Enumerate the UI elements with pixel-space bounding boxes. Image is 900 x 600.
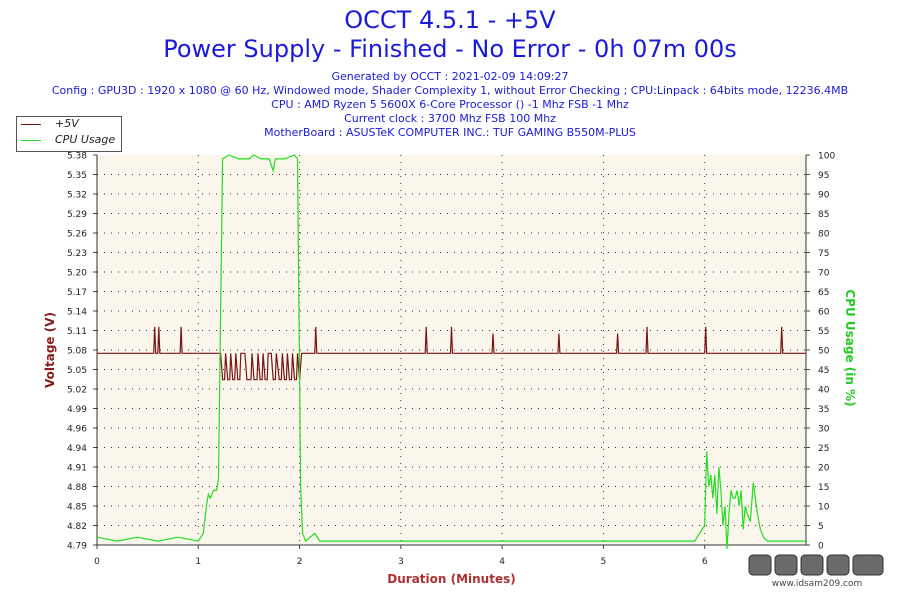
info-generated: Generated by OCCT : 2021-02-09 14:09:27 bbox=[331, 70, 569, 83]
y-tick-right-label: 10 bbox=[818, 503, 830, 513]
y-axis-right-title: CPU Usage (in %) bbox=[843, 289, 857, 406]
y-tick-left-label: 4.99 bbox=[67, 405, 87, 415]
y-tick-left-label: 5.26 bbox=[67, 230, 87, 240]
y-tick-left-label: 5.14 bbox=[67, 308, 87, 318]
y-tick-right-label: 90 bbox=[818, 191, 830, 201]
y-tick-left-label: 5.11 bbox=[67, 327, 87, 337]
y-tick-right-label: 15 bbox=[818, 483, 829, 493]
series-group bbox=[96, 154, 806, 549]
y-tick-left-label: 5.29 bbox=[67, 210, 87, 220]
y-tick-left-label: 4.79 bbox=[67, 542, 87, 552]
x-tick-label: 6 bbox=[702, 557, 708, 567]
y-tick-right-label: 45 bbox=[818, 366, 829, 376]
y-tick-right-label: 70 bbox=[818, 269, 830, 279]
legend-swatch-5v bbox=[21, 124, 41, 125]
y-tick-right-label: 65 bbox=[818, 288, 829, 298]
y-tick-left-label: 4.96 bbox=[67, 425, 87, 435]
legend: +5V CPU Usage bbox=[16, 116, 122, 152]
x-tick-label: 1 bbox=[195, 557, 201, 567]
plot-area bbox=[97, 155, 806, 545]
y-tick-left-label: 5.32 bbox=[67, 191, 87, 201]
y-axis-left-title: Voltage (V) bbox=[43, 312, 57, 388]
y-tick-right-label: 5 bbox=[818, 522, 824, 532]
series-line-5v bbox=[97, 326, 806, 381]
x-tick-label: 2 bbox=[297, 557, 303, 567]
x-tick-label: 5 bbox=[601, 557, 607, 567]
y-tick-left-label: 5.38 bbox=[67, 152, 87, 162]
y-tick-right-label: 55 bbox=[818, 327, 829, 337]
legend-swatch-cpu-usage bbox=[21, 140, 41, 141]
y-tick-right-label: 40 bbox=[818, 386, 830, 396]
y-tick-right-label: 30 bbox=[818, 425, 830, 435]
y-tick-right-label: 85 bbox=[818, 210, 829, 220]
tick-labels: 4.79 4.82 4.85 4.88 4.91 4.94 4.96 4.99 5.02 5.05… bbox=[67, 152, 835, 568]
series-line-cpu-usage bbox=[96, 154, 806, 549]
chart-title: OCCT 4.5.1 - +5V bbox=[344, 6, 556, 34]
y-tick-left-label: 4.91 bbox=[67, 464, 87, 474]
x-axis-title: Duration (Minutes) bbox=[387, 572, 515, 586]
y-tick-left-label: 5.02 bbox=[67, 386, 87, 396]
info-cpu: CPU : AMD Ryzen 5 5600X 6-Core Processor… bbox=[271, 98, 629, 111]
x-tick-label: 0 bbox=[94, 557, 100, 567]
y-tick-right-label: 80 bbox=[818, 230, 830, 240]
y-tick-left-label: 4.85 bbox=[67, 503, 87, 513]
y-tick-right-label: 60 bbox=[818, 308, 830, 318]
info-motherboard: MotherBoard : ASUSTeK COMPUTER INC.: TUF… bbox=[264, 126, 636, 139]
y-tick-left-label: 5.08 bbox=[67, 347, 87, 357]
y-tick-left-label: 5.17 bbox=[67, 288, 87, 298]
axes bbox=[93, 154, 810, 549]
watermark-url: www.idsam209.com bbox=[772, 579, 863, 589]
y-tick-right-label: 25 bbox=[818, 444, 829, 454]
y-tick-left-label: 5.20 bbox=[67, 269, 87, 279]
legend-item-5v: +5V bbox=[17, 117, 121, 133]
y-tick-left-label: 5.05 bbox=[67, 366, 87, 376]
y-tick-left-label: 5.35 bbox=[67, 171, 87, 181]
legend-item-cpu-usage: CPU Usage bbox=[17, 133, 121, 149]
legend-label-5v: +5V bbox=[55, 117, 79, 130]
x-tick-label: 3 bbox=[398, 557, 404, 567]
y-tick-right-label: 50 bbox=[818, 347, 830, 357]
y-tick-left-label: 5.23 bbox=[67, 249, 87, 259]
y-tick-right-label: 75 bbox=[818, 249, 829, 259]
y-tick-left-label: 4.88 bbox=[67, 483, 87, 493]
y-tick-right-label: 20 bbox=[818, 464, 830, 474]
y-tick-right-label: 35 bbox=[818, 405, 829, 415]
x-tick-label: 4 bbox=[499, 557, 505, 567]
y-tick-left-label: 4.82 bbox=[67, 522, 87, 532]
legend-label-cpu-usage: CPU Usage bbox=[55, 133, 116, 146]
watermark-logo: www.idsam209.com bbox=[748, 554, 884, 589]
y-tick-right-label: 0 bbox=[818, 542, 824, 552]
y-tick-right-label: 95 bbox=[818, 171, 829, 181]
chart-subtitle: Power Supply - Finished - No Error - 0h … bbox=[163, 35, 737, 63]
y-tick-left-label: 4.94 bbox=[67, 444, 87, 454]
y-tick-right-label: 100 bbox=[818, 152, 835, 162]
info-config: Config : GPU3D : 1920 x 1080 @ 60 Hz, Wi… bbox=[51, 84, 849, 97]
info-clock: Current clock : 3700 Mhz FSB 100 Mhz bbox=[344, 112, 556, 125]
